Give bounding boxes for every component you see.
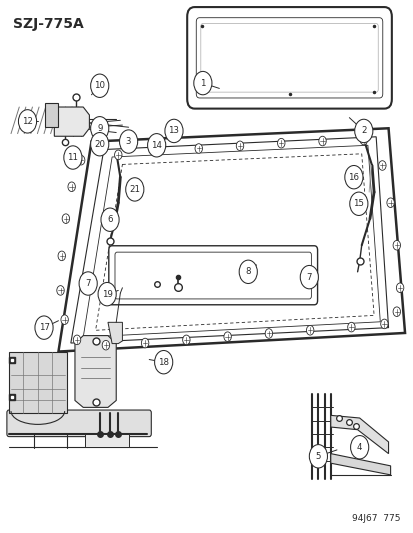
- Circle shape: [77, 156, 85, 165]
- Polygon shape: [54, 107, 89, 136]
- Circle shape: [395, 283, 403, 293]
- Polygon shape: [45, 103, 58, 127]
- FancyBboxPatch shape: [187, 7, 391, 109]
- Circle shape: [64, 146, 82, 169]
- Circle shape: [349, 192, 367, 215]
- Text: 94J67  775: 94J67 775: [351, 514, 400, 523]
- Text: 1: 1: [199, 78, 205, 87]
- Circle shape: [35, 316, 53, 340]
- Circle shape: [359, 135, 367, 145]
- FancyBboxPatch shape: [7, 410, 151, 437]
- Circle shape: [193, 71, 211, 95]
- Polygon shape: [108, 322, 122, 344]
- Text: 2: 2: [360, 126, 366, 135]
- Circle shape: [57, 286, 64, 295]
- Text: 9: 9: [97, 124, 102, 133]
- Circle shape: [101, 208, 119, 231]
- Text: 20: 20: [94, 140, 105, 149]
- Text: 13: 13: [168, 126, 179, 135]
- Circle shape: [79, 272, 97, 295]
- Text: SZJ-775A: SZJ-775A: [13, 17, 83, 30]
- Circle shape: [153, 147, 161, 156]
- Text: 21: 21: [129, 185, 140, 194]
- Circle shape: [299, 265, 318, 289]
- Text: 11: 11: [67, 153, 78, 162]
- Circle shape: [236, 141, 243, 151]
- Circle shape: [306, 326, 313, 335]
- Circle shape: [73, 335, 81, 345]
- Circle shape: [347, 322, 354, 332]
- Circle shape: [114, 150, 122, 160]
- FancyBboxPatch shape: [115, 252, 311, 299]
- Text: 19: 19: [102, 289, 112, 298]
- Text: 8: 8: [245, 268, 250, 276]
- Text: 17: 17: [38, 323, 50, 332]
- FancyBboxPatch shape: [109, 246, 317, 305]
- FancyBboxPatch shape: [85, 434, 128, 447]
- Circle shape: [318, 136, 325, 146]
- Circle shape: [239, 260, 257, 284]
- Text: 4: 4: [356, 443, 361, 452]
- Circle shape: [126, 177, 144, 201]
- Text: 16: 16: [348, 173, 358, 182]
- Circle shape: [102, 341, 109, 350]
- Circle shape: [265, 329, 272, 338]
- Circle shape: [350, 435, 368, 459]
- Text: 3: 3: [126, 137, 131, 146]
- Circle shape: [98, 282, 116, 306]
- Circle shape: [58, 251, 65, 261]
- Circle shape: [154, 351, 172, 374]
- Circle shape: [119, 130, 138, 154]
- Circle shape: [68, 182, 75, 191]
- Circle shape: [147, 134, 165, 157]
- Text: 18: 18: [158, 358, 169, 367]
- Circle shape: [392, 307, 399, 317]
- Circle shape: [90, 117, 109, 140]
- Polygon shape: [9, 352, 66, 413]
- Circle shape: [62, 214, 69, 223]
- Circle shape: [344, 165, 362, 189]
- Circle shape: [386, 198, 393, 207]
- Circle shape: [277, 139, 284, 148]
- Circle shape: [164, 119, 183, 143]
- Text: 14: 14: [151, 141, 162, 150]
- Circle shape: [182, 335, 190, 345]
- Text: 7: 7: [306, 273, 311, 281]
- Circle shape: [354, 119, 372, 143]
- Polygon shape: [330, 454, 390, 475]
- Text: 15: 15: [352, 199, 363, 208]
- Polygon shape: [75, 336, 116, 407]
- Text: 5: 5: [315, 452, 320, 461]
- Circle shape: [309, 445, 327, 468]
- Circle shape: [380, 319, 387, 329]
- Polygon shape: [330, 415, 388, 454]
- FancyBboxPatch shape: [200, 23, 377, 92]
- Text: 10: 10: [94, 81, 105, 90]
- Circle shape: [141, 338, 148, 348]
- Circle shape: [90, 133, 109, 156]
- FancyBboxPatch shape: [196, 18, 382, 98]
- Circle shape: [195, 144, 202, 154]
- Circle shape: [378, 161, 385, 170]
- Circle shape: [392, 240, 399, 250]
- Text: 12: 12: [22, 117, 33, 126]
- Circle shape: [19, 110, 36, 133]
- Circle shape: [90, 74, 109, 98]
- Text: 7: 7: [85, 279, 91, 288]
- Text: 6: 6: [107, 215, 112, 224]
- Circle shape: [61, 315, 68, 325]
- Circle shape: [223, 332, 231, 342]
